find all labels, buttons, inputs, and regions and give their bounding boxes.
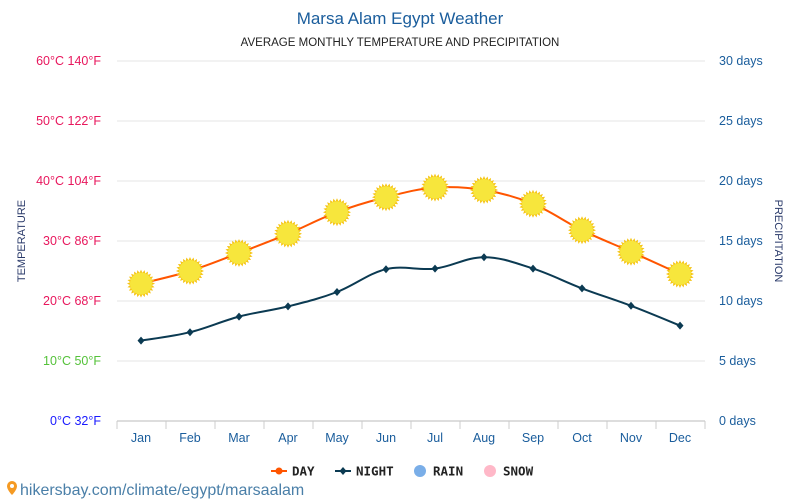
legend-item-night: NIGHT [335, 464, 394, 479]
night-point [284, 302, 292, 311]
y-tick-label: 20°C 68°F [43, 294, 101, 308]
legend-marker [484, 465, 496, 477]
legend-item-day: DAY [271, 464, 315, 479]
sun-icon [568, 216, 596, 245]
night-point [186, 328, 194, 337]
x-tick-label: Dec [669, 431, 691, 445]
legend-marker [414, 465, 426, 477]
x-tick-label: Apr [278, 431, 297, 445]
legend-item-snow: SNOW [484, 464, 534, 479]
y2-axis-label: PRECIPITATION [772, 200, 784, 283]
sun-icon [323, 198, 351, 227]
y-tick-label: 50°C 122°F [36, 114, 101, 128]
y2-tick-label: 15 days [719, 234, 763, 248]
y-tick-label: 0°C 32°F [50, 414, 101, 428]
location-pin-icon [7, 481, 17, 495]
y-tick-label: 60°C 140°F [36, 54, 101, 68]
sun-icon [617, 237, 645, 266]
sun-icon [372, 183, 400, 212]
x-tick-label: May [325, 431, 349, 445]
sun-disc [571, 219, 593, 242]
sun-icon [176, 257, 204, 285]
x-tick-label: Jul [427, 431, 443, 445]
night-point [627, 301, 635, 310]
series-line-night [140, 256, 681, 342]
y2-tick-label: 25 days [719, 114, 763, 128]
sun-icon [127, 269, 155, 298]
y-axis-label: TEMPERATURE [16, 200, 28, 282]
sun-icon [666, 260, 694, 288]
x-tick-label: Feb [179, 431, 201, 445]
y-tick-label: 30°C 86°F [43, 234, 101, 248]
sun-disc [375, 186, 397, 209]
x-tick-label: Jun [376, 431, 396, 445]
legend-label: RAIN [433, 464, 463, 479]
x-tick-label: Jan [131, 431, 151, 445]
footer-url-link[interactable]: hikersbay.com/climate/egypt/marsaalam [20, 482, 304, 499]
y-tick-label: 40°C 104°F [36, 174, 101, 188]
legend-label: SNOW [503, 464, 534, 479]
y2-tick-label: 10 days [719, 294, 763, 308]
x-tick-label: Mar [228, 431, 250, 445]
sun-disc [179, 260, 201, 282]
sun-disc [326, 201, 348, 224]
sun-disc [424, 176, 446, 199]
sun-icon [421, 173, 449, 202]
y2-tick-label: 20 days [719, 174, 763, 188]
legend-marker [275, 467, 283, 475]
chart-title: Marsa Alam Egypt Weather [297, 9, 504, 28]
night-point [137, 336, 145, 345]
sun-disc [473, 179, 495, 201]
night-point [480, 253, 488, 262]
sun-icon [274, 219, 302, 248]
night-point [382, 265, 390, 274]
sun-disc [228, 242, 250, 264]
legend-label: NIGHT [356, 464, 394, 479]
night-point [529, 264, 537, 273]
legend-marker [339, 467, 347, 475]
sun-disc [669, 263, 691, 285]
sun-disc [522, 192, 544, 215]
night-point [333, 288, 341, 296]
sun-disc [277, 222, 299, 245]
x-tick-label: Aug [473, 431, 495, 445]
x-tick-label: Oct [572, 431, 592, 445]
night-point [578, 284, 586, 293]
legend-item-rain: RAIN [414, 464, 463, 479]
x-tick-label: Sep [522, 431, 544, 445]
sun-icon [470, 176, 498, 204]
x-tick-label: Nov [620, 431, 643, 445]
y2-tick-label: 0 days [719, 414, 756, 428]
night-point [235, 312, 243, 321]
y2-tick-label: 30 days [719, 54, 763, 68]
y-tick-label: 10°C 50°F [43, 354, 101, 368]
legend-label: DAY [292, 464, 315, 479]
chart-subtitle: AVERAGE MONTHLY TEMPERATURE AND PRECIPIT… [241, 37, 560, 49]
sun-disc [620, 240, 642, 263]
sun-icon [225, 239, 253, 267]
y2-tick-label: 5 days [719, 354, 756, 368]
sun-disc [130, 272, 152, 295]
night-point [676, 321, 684, 330]
sun-icon [519, 189, 547, 218]
night-point [431, 264, 439, 273]
